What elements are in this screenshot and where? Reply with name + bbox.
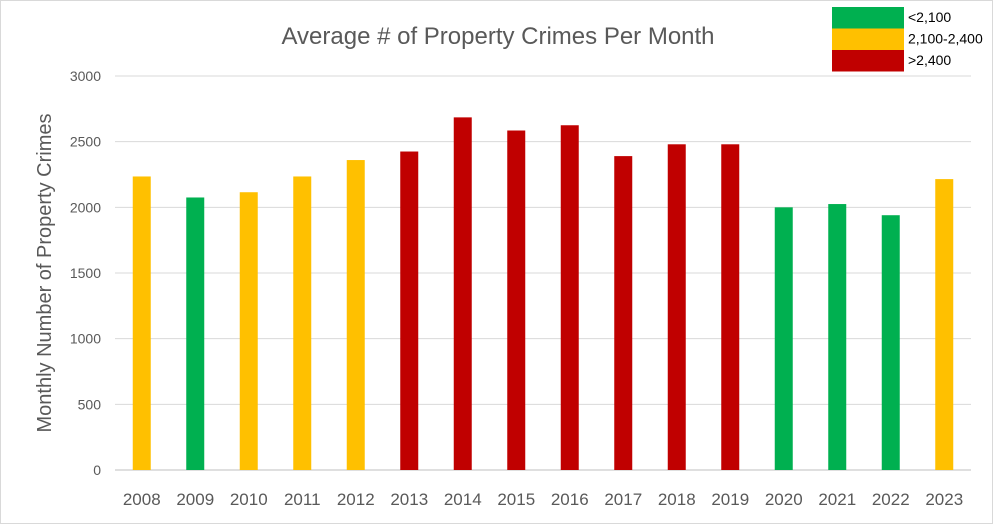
x-tick-label: 2021: [818, 490, 856, 509]
y-tick-label: 2000: [70, 199, 101, 215]
x-tick-label: 2019: [711, 490, 749, 509]
x-tick-label: 2014: [444, 490, 482, 509]
legend-label: >2,400: [908, 52, 951, 68]
bar-2015: [507, 130, 526, 470]
y-axis-label: Monthly Number of Property Crimes: [34, 114, 56, 433]
bar-2009: [186, 197, 205, 470]
x-tick-label: 2020: [765, 490, 803, 509]
x-tick-label: 2008: [123, 490, 161, 509]
x-axis-ticks: 2008 2009 2010 2011 2012 2013 2014 2015 2016 2017…: [123, 490, 963, 509]
bar-2013: [400, 151, 419, 470]
bar-2017: [614, 156, 633, 470]
y-tick-label: 1500: [70, 265, 101, 281]
y-tick-label: 500: [78, 396, 102, 412]
legend: <2,100 2,100-2,400 >2,400: [832, 7, 983, 72]
x-tick-label: 2015: [497, 490, 535, 509]
x-tick-label: 2012: [337, 490, 375, 509]
x-tick-label: 2010: [230, 490, 268, 509]
y-axis-ticks: 0 500 1000 1500 2000 2500 3000: [70, 68, 101, 478]
bar-2014: [453, 117, 472, 471]
bar-2019: [721, 144, 740, 470]
y-tick-label: 0: [93, 462, 101, 478]
bar-2010: [239, 192, 258, 471]
bars: [132, 117, 954, 471]
bar-2023: [935, 179, 954, 470]
y-tick-label: 1000: [70, 331, 101, 347]
y-tick-label: 2500: [70, 134, 101, 150]
chart-title: Average # of Property Crimes Per Month: [281, 23, 714, 50]
x-tick-label: 2023: [925, 490, 963, 509]
bar-2008: [132, 176, 151, 470]
x-tick-label: 2018: [658, 490, 696, 509]
bar-2016: [560, 125, 579, 470]
x-tick-label: 2017: [604, 490, 642, 509]
x-tick-label: 2022: [872, 490, 910, 509]
bar-2020: [774, 207, 793, 471]
y-tick-label: 3000: [70, 68, 101, 84]
bar-2018: [667, 144, 686, 470]
legend-swatch: [832, 50, 904, 72]
bar-2012: [346, 160, 365, 470]
legend-swatch: [832, 7, 904, 29]
x-tick-label: 2013: [390, 490, 428, 509]
bar-2021: [828, 204, 847, 471]
legend-label: <2,100: [908, 9, 951, 25]
x-tick-label: 2009: [176, 490, 214, 509]
legend-label: 2,100-2,400: [908, 31, 983, 47]
bar-2011: [293, 176, 312, 470]
legend-swatch: [832, 28, 904, 50]
bar-2022: [881, 215, 900, 470]
x-tick-label: 2011: [284, 490, 321, 509]
x-tick-label: 2016: [551, 490, 589, 509]
